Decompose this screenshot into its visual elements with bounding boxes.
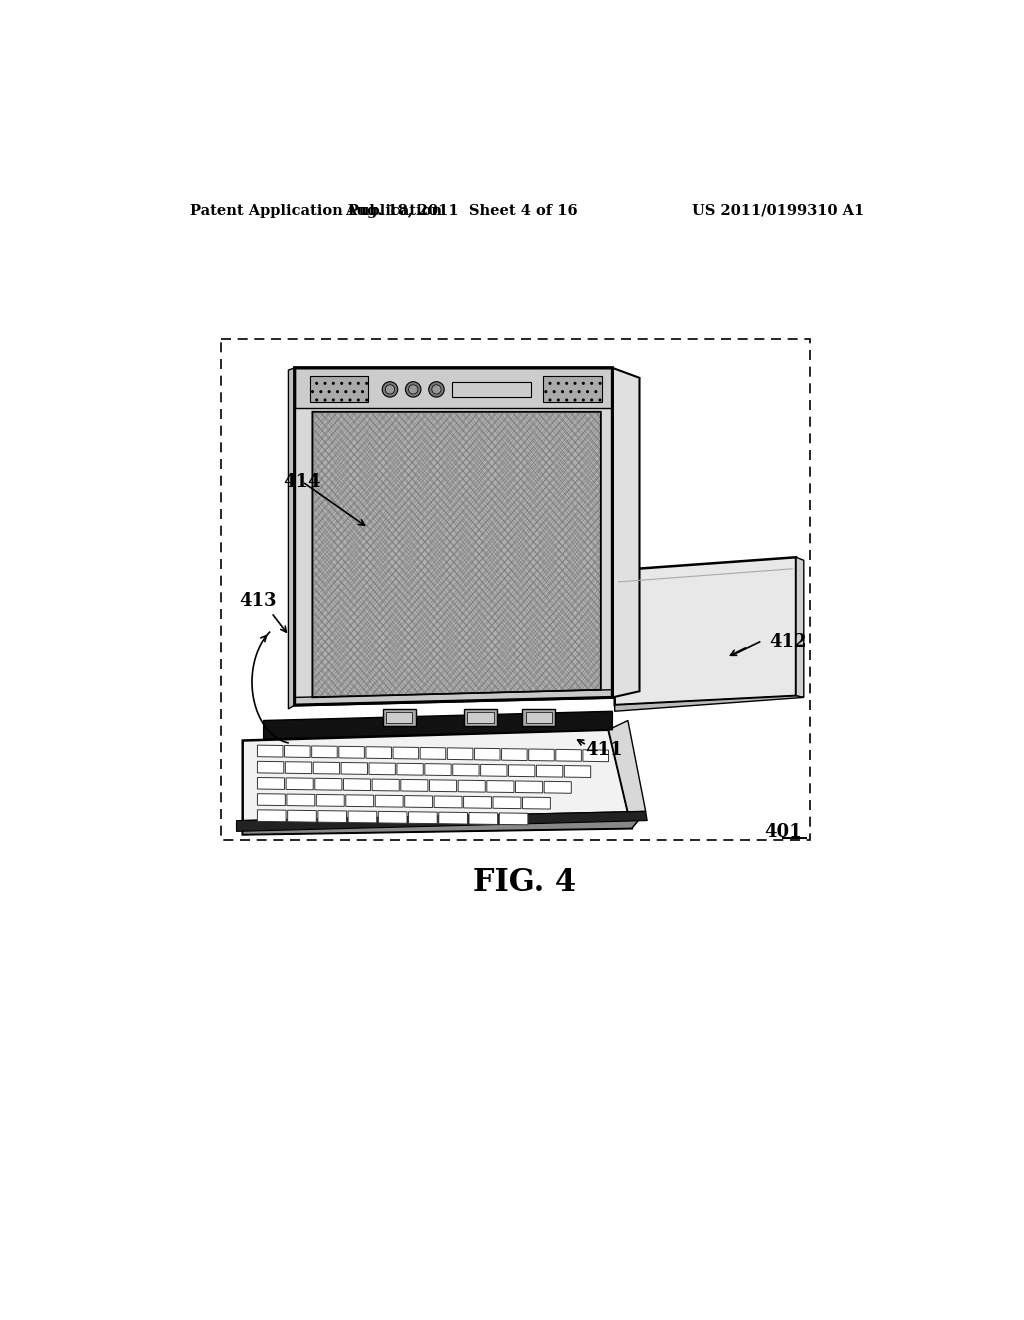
Polygon shape bbox=[515, 781, 543, 793]
Polygon shape bbox=[372, 779, 399, 791]
Polygon shape bbox=[312, 412, 601, 697]
Circle shape bbox=[406, 381, 421, 397]
Polygon shape bbox=[429, 780, 457, 792]
Polygon shape bbox=[614, 557, 796, 705]
Polygon shape bbox=[285, 746, 310, 758]
Text: US 2011/0199310 A1: US 2011/0199310 A1 bbox=[692, 203, 864, 218]
Polygon shape bbox=[295, 689, 612, 705]
Polygon shape bbox=[257, 810, 286, 822]
Polygon shape bbox=[243, 730, 632, 834]
Polygon shape bbox=[346, 795, 374, 807]
Polygon shape bbox=[614, 696, 804, 711]
Polygon shape bbox=[556, 750, 582, 762]
Polygon shape bbox=[243, 812, 646, 834]
Polygon shape bbox=[480, 764, 507, 776]
Polygon shape bbox=[386, 711, 413, 723]
Polygon shape bbox=[316, 795, 344, 807]
Polygon shape bbox=[409, 812, 437, 824]
Polygon shape bbox=[608, 721, 646, 829]
Polygon shape bbox=[339, 746, 365, 758]
Polygon shape bbox=[237, 812, 647, 832]
Polygon shape bbox=[343, 779, 371, 791]
Polygon shape bbox=[612, 368, 640, 697]
Text: 411: 411 bbox=[586, 741, 623, 759]
Polygon shape bbox=[257, 777, 285, 789]
Polygon shape bbox=[369, 763, 395, 775]
Polygon shape bbox=[286, 762, 311, 774]
Polygon shape bbox=[311, 746, 337, 758]
Polygon shape bbox=[564, 766, 591, 777]
Polygon shape bbox=[289, 368, 295, 709]
Polygon shape bbox=[528, 748, 554, 760]
Polygon shape bbox=[500, 813, 528, 825]
Polygon shape bbox=[509, 764, 535, 776]
Polygon shape bbox=[348, 810, 377, 822]
Polygon shape bbox=[314, 779, 342, 791]
Polygon shape bbox=[522, 797, 550, 809]
Polygon shape bbox=[366, 747, 391, 759]
Polygon shape bbox=[525, 711, 552, 723]
Circle shape bbox=[385, 385, 394, 395]
Text: FIG. 4: FIG. 4 bbox=[473, 867, 577, 898]
Polygon shape bbox=[317, 810, 346, 822]
Polygon shape bbox=[522, 709, 555, 726]
Polygon shape bbox=[425, 763, 452, 776]
Circle shape bbox=[382, 381, 397, 397]
Polygon shape bbox=[288, 810, 316, 822]
Bar bbox=[221, 339, 810, 840]
Polygon shape bbox=[375, 795, 403, 807]
Polygon shape bbox=[378, 812, 407, 824]
Circle shape bbox=[429, 381, 444, 397]
Polygon shape bbox=[458, 780, 485, 792]
Polygon shape bbox=[383, 709, 416, 726]
Polygon shape bbox=[287, 795, 314, 807]
Polygon shape bbox=[474, 748, 500, 760]
Polygon shape bbox=[469, 813, 498, 825]
Polygon shape bbox=[543, 376, 602, 401]
Polygon shape bbox=[263, 711, 612, 739]
Polygon shape bbox=[310, 376, 369, 401]
Polygon shape bbox=[286, 777, 313, 789]
Circle shape bbox=[409, 385, 418, 395]
Polygon shape bbox=[295, 368, 612, 705]
Polygon shape bbox=[434, 796, 462, 808]
Polygon shape bbox=[438, 812, 467, 824]
Polygon shape bbox=[420, 747, 445, 759]
Polygon shape bbox=[404, 796, 432, 808]
Polygon shape bbox=[295, 368, 612, 408]
Polygon shape bbox=[796, 557, 804, 697]
Polygon shape bbox=[537, 766, 563, 777]
Polygon shape bbox=[341, 763, 368, 775]
Polygon shape bbox=[393, 747, 419, 759]
Text: 412: 412 bbox=[770, 634, 807, 651]
Text: 414: 414 bbox=[284, 473, 322, 491]
Text: 401: 401 bbox=[765, 824, 802, 841]
Polygon shape bbox=[447, 748, 473, 760]
Polygon shape bbox=[400, 779, 428, 792]
Polygon shape bbox=[453, 764, 479, 776]
Text: 413: 413 bbox=[240, 593, 276, 610]
Text: Patent Application Publication: Patent Application Publication bbox=[190, 203, 442, 218]
Polygon shape bbox=[257, 744, 283, 758]
Polygon shape bbox=[452, 381, 531, 397]
Text: Aug. 18, 2011  Sheet 4 of 16: Aug. 18, 2011 Sheet 4 of 16 bbox=[345, 203, 578, 218]
Polygon shape bbox=[257, 793, 286, 805]
Polygon shape bbox=[583, 750, 608, 762]
Polygon shape bbox=[467, 711, 494, 723]
Polygon shape bbox=[257, 762, 284, 774]
Polygon shape bbox=[397, 763, 423, 775]
Polygon shape bbox=[464, 796, 492, 808]
Circle shape bbox=[432, 385, 441, 395]
Polygon shape bbox=[544, 781, 571, 793]
Polygon shape bbox=[464, 709, 497, 726]
Polygon shape bbox=[502, 748, 527, 760]
Polygon shape bbox=[486, 780, 514, 792]
Polygon shape bbox=[493, 797, 521, 809]
Polygon shape bbox=[313, 762, 340, 774]
